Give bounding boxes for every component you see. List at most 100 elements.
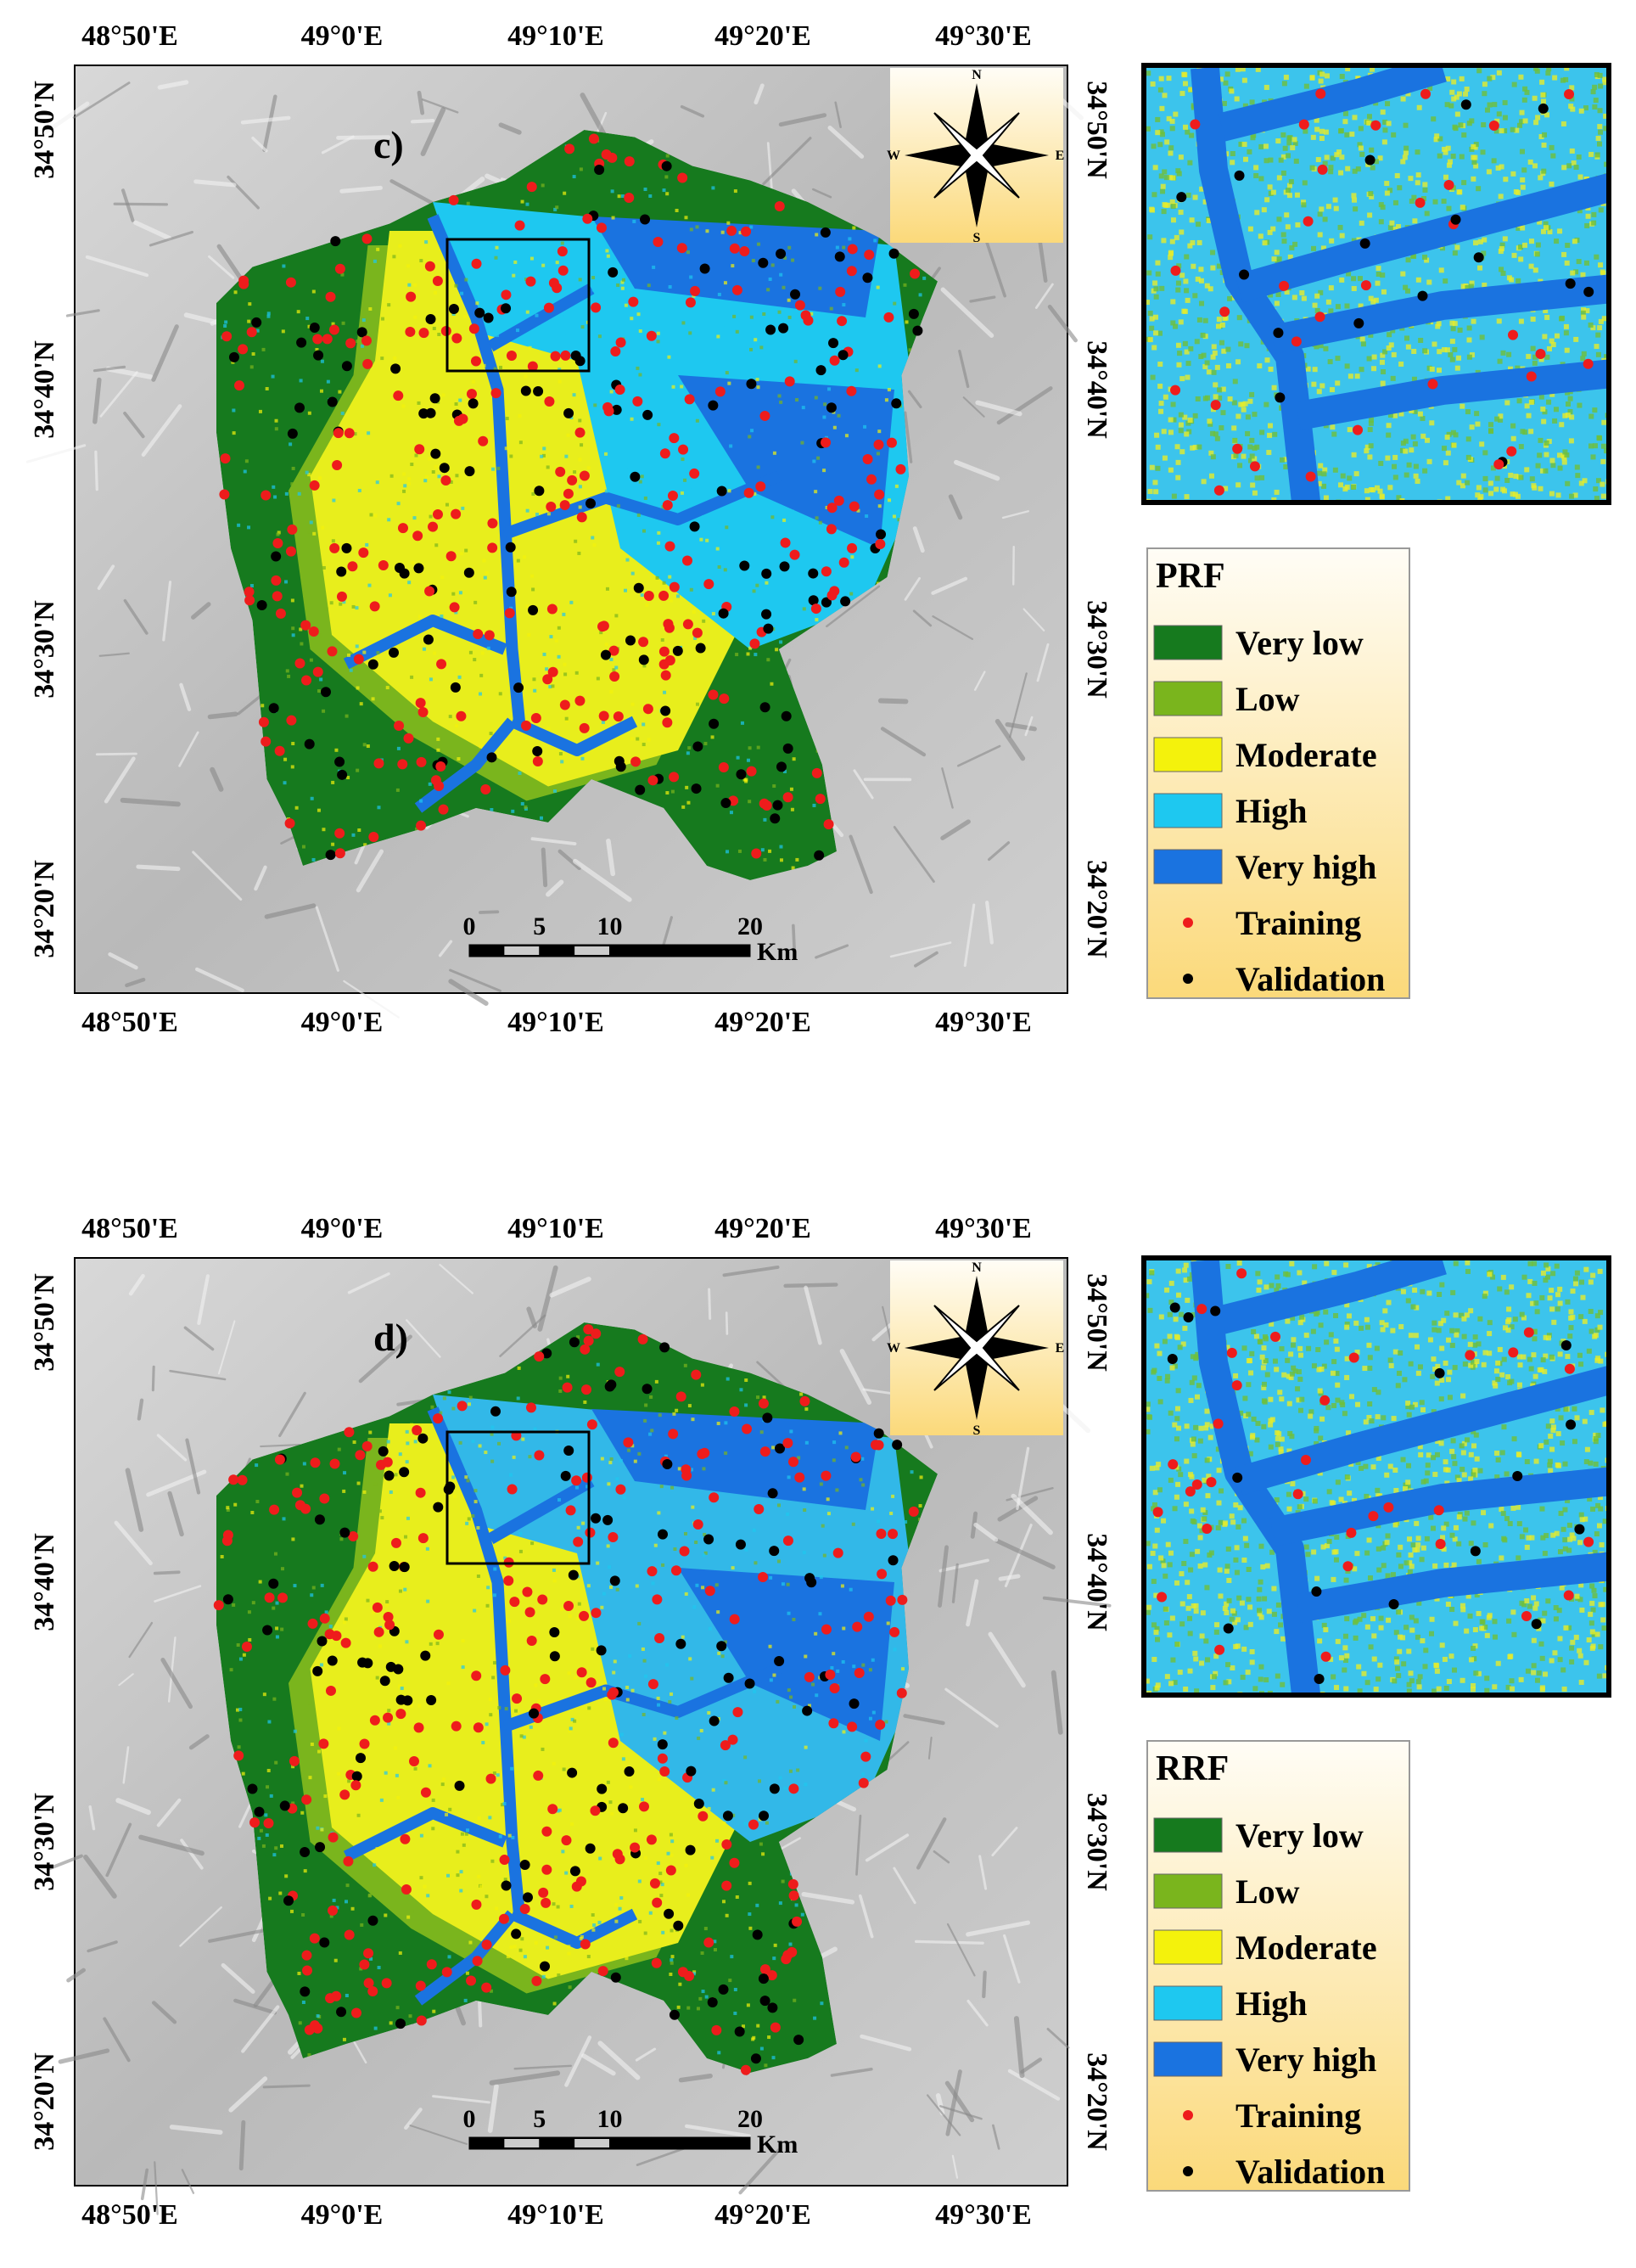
inset-speckle <box>1549 1354 1555 1360</box>
speckle <box>424 240 429 244</box>
speckle <box>375 480 379 485</box>
inset-speckle <box>1392 1467 1398 1473</box>
hillshade-ridge <box>210 766 224 792</box>
training-point <box>355 1450 366 1461</box>
inset-speckle <box>1528 1366 1534 1372</box>
training-point <box>608 1532 619 1543</box>
speckle <box>856 508 860 513</box>
inset-speckle <box>1549 391 1555 397</box>
speckle <box>752 589 756 593</box>
speckle <box>737 849 742 853</box>
inset-speckle <box>1174 1494 1179 1500</box>
inset-speckle <box>1568 438 1574 444</box>
inset-speckle <box>1378 1625 1384 1631</box>
training-point <box>615 337 626 348</box>
speckle <box>342 600 346 604</box>
inset-speckle <box>1409 447 1415 453</box>
inset-speckle <box>1573 165 1579 171</box>
speckle <box>877 504 882 508</box>
speckle <box>566 433 570 437</box>
inset-speckle <box>1155 444 1161 450</box>
speckle <box>440 1782 445 1787</box>
inset-speckle <box>1432 341 1437 347</box>
inset-speckle <box>1195 276 1201 282</box>
inset-speckle <box>1270 189 1276 195</box>
speckle <box>521 1437 525 1441</box>
speckle <box>476 1525 480 1530</box>
speckle <box>566 1374 570 1378</box>
inset-speckle <box>1594 344 1600 350</box>
hillshade-ridge <box>347 1272 390 1294</box>
training-point <box>565 1505 576 1516</box>
training-point <box>574 695 585 706</box>
validation-point <box>808 595 819 606</box>
speckle <box>464 278 468 282</box>
speckle <box>428 457 432 461</box>
speckle <box>238 1657 243 1661</box>
inset-speckle <box>1322 216 1328 222</box>
inset-speckle <box>1353 471 1359 477</box>
speckle <box>670 1485 675 1490</box>
speckle <box>523 1955 527 1959</box>
training-point <box>234 380 245 391</box>
validation-point <box>560 1470 571 1481</box>
validation-point <box>802 1705 813 1716</box>
training-point <box>608 1687 619 1698</box>
inset-speckle <box>1312 367 1318 373</box>
inset-speckle <box>1533 1458 1539 1464</box>
inset-speckle <box>1201 352 1207 358</box>
speckle <box>471 1439 475 1443</box>
speckle <box>779 640 783 644</box>
speckle <box>665 192 670 196</box>
hillshade-ridge <box>83 1855 117 1899</box>
inset-speckle <box>1151 1506 1157 1512</box>
inset-speckle <box>1202 334 1208 340</box>
validation-point <box>778 323 789 334</box>
speckle <box>726 221 731 225</box>
speckle <box>568 1614 572 1619</box>
speckle <box>716 334 720 339</box>
inset-speckle <box>1495 1377 1501 1383</box>
validation-point <box>765 324 776 335</box>
speckle <box>894 484 899 488</box>
speckle <box>642 529 647 533</box>
inset-speckle <box>1275 1283 1281 1288</box>
speckle <box>477 1874 481 1878</box>
speckle <box>320 359 324 363</box>
hillshade-ridge <box>557 849 582 871</box>
speckle <box>368 1430 373 1434</box>
inset-speckle <box>1451 1454 1457 1460</box>
training-point <box>416 2015 427 2026</box>
speckle <box>816 456 821 460</box>
hillshade-ridge <box>140 2168 149 2201</box>
speckle <box>884 398 888 402</box>
training-point <box>512 1693 523 1704</box>
inset-speckle <box>1568 1325 1574 1331</box>
inset-speckle <box>1297 1407 1303 1413</box>
inset-speckle <box>1364 1550 1370 1556</box>
inset-speckle <box>1481 1510 1487 1516</box>
training-point <box>418 328 429 339</box>
inset-speckle <box>1538 175 1544 181</box>
hillshade-ridge <box>221 1962 255 1994</box>
inset-speckle <box>1412 408 1418 414</box>
speckle <box>560 241 564 245</box>
hillshade-ridge <box>762 137 812 186</box>
inset-speckle <box>1211 344 1217 350</box>
speckle <box>461 1665 465 1670</box>
hillshade-ridge <box>1051 1670 1063 1735</box>
validation-point <box>769 1546 780 1557</box>
speckle <box>489 1989 493 1993</box>
inset-speckle <box>1235 66 1241 72</box>
training-point <box>833 495 844 506</box>
inset-speckle <box>1375 280 1381 286</box>
inset-speckle <box>1168 429 1174 435</box>
validation-point <box>549 1651 560 1662</box>
speckle <box>739 1388 743 1392</box>
speckle <box>575 1616 580 1620</box>
training-point <box>731 284 742 295</box>
validation-point <box>659 1342 670 1353</box>
speckle <box>518 414 522 418</box>
hillshade-ridge <box>754 83 765 105</box>
validation-point <box>336 2007 347 2018</box>
